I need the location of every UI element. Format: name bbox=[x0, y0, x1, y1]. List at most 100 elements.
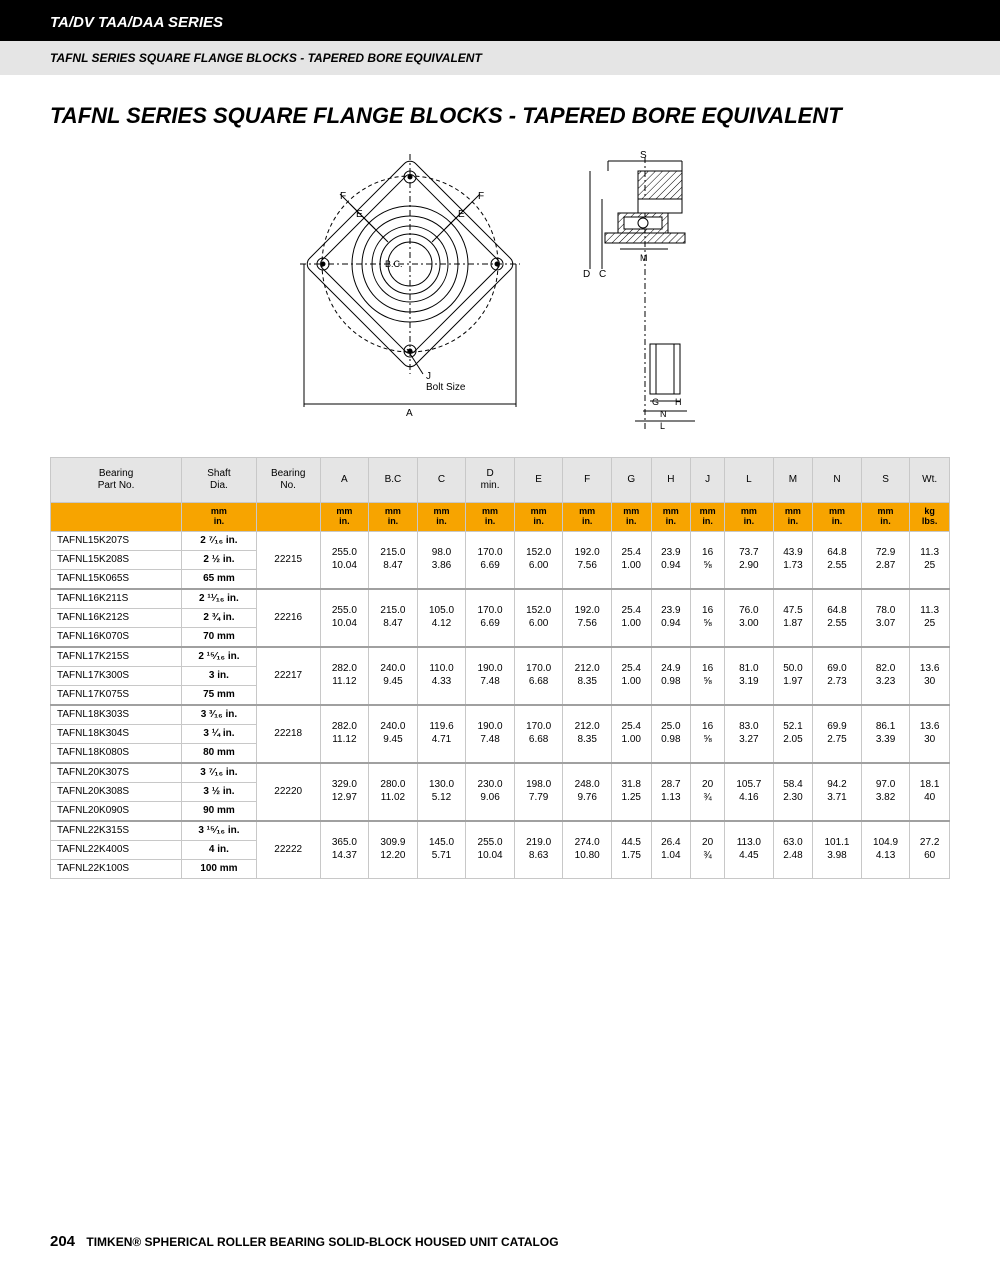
shaft-dia: 65 mm bbox=[182, 569, 257, 589]
diagram-row: E F E F B.C. J Bolt Size A bbox=[0, 149, 1000, 439]
part-no: TAFNL17K300S bbox=[51, 666, 182, 685]
dim-L: 105.74.16 bbox=[725, 763, 774, 821]
dim-N: 64.82.55 bbox=[813, 531, 862, 589]
dim-A: 255.010.04 bbox=[320, 531, 369, 589]
shaft-dia: 70 mm bbox=[182, 627, 257, 647]
col-header: N bbox=[813, 458, 862, 503]
dim-BC: 215.08.47 bbox=[369, 589, 418, 647]
shaft-dia: 100 mm bbox=[182, 859, 257, 878]
svg-text:J: J bbox=[426, 371, 431, 382]
col-unit: mmin. bbox=[320, 503, 369, 532]
col-header: E bbox=[514, 458, 563, 503]
dim-F: 248.09.76 bbox=[563, 763, 612, 821]
flange-side-diagram: S D C M G H N L bbox=[550, 149, 720, 439]
shaft-dia: 90 mm bbox=[182, 801, 257, 821]
col-header: BearingNo. bbox=[256, 458, 320, 503]
dim-F: 192.07.56 bbox=[563, 531, 612, 589]
page-number: 204 bbox=[50, 1233, 75, 1250]
col-unit: mmin. bbox=[514, 503, 563, 532]
dim-J: 16⅝ bbox=[691, 589, 725, 647]
shaft-dia: 75 mm bbox=[182, 685, 257, 705]
part-no: TAFNL22K100S bbox=[51, 859, 182, 878]
col-unit: mmin. bbox=[813, 503, 862, 532]
dim-H: 24.90.98 bbox=[651, 647, 691, 705]
part-no: TAFNL15K207S bbox=[51, 531, 182, 550]
table-row: TAFNL15K207S2 ⁷⁄₁₆ in.22215255.010.04215… bbox=[51, 531, 950, 550]
dim-G: 31.81.25 bbox=[611, 763, 651, 821]
col-unit: mmin. bbox=[651, 503, 691, 532]
dim-E: 198.07.79 bbox=[514, 763, 563, 821]
dim-G: 25.41.00 bbox=[611, 531, 651, 589]
dim-M: 63.02.48 bbox=[773, 821, 813, 879]
col-header: Wt. bbox=[910, 458, 950, 503]
table-row: TAFNL16K211S2 ¹¹⁄₁₆ in.22216255.010.0421… bbox=[51, 589, 950, 609]
dim-C: 110.04.33 bbox=[417, 647, 466, 705]
dim-BC: 309.912.20 bbox=[369, 821, 418, 879]
dim-H: 25.00.98 bbox=[651, 705, 691, 763]
dim-S: 86.13.39 bbox=[861, 705, 910, 763]
svg-text:L: L bbox=[660, 421, 665, 431]
dim-BC: 240.09.45 bbox=[369, 647, 418, 705]
dim-E: 170.06.68 bbox=[514, 705, 563, 763]
shaft-dia: 3 ³⁄₁₆ in. bbox=[182, 705, 257, 725]
shaft-dia: 3 in. bbox=[182, 666, 257, 685]
dim-J: 16⅝ bbox=[691, 531, 725, 589]
table-row: TAFNL18K303S3 ³⁄₁₆ in.22218282.011.12240… bbox=[51, 705, 950, 725]
dim-S: 82.03.23 bbox=[861, 647, 910, 705]
dim-A: 282.011.12 bbox=[320, 647, 369, 705]
dim-Wt: 11.325 bbox=[910, 589, 950, 647]
col-unit: kglbs. bbox=[910, 503, 950, 532]
dim-BC: 240.09.45 bbox=[369, 705, 418, 763]
part-no: TAFNL15K208S bbox=[51, 550, 182, 569]
dim-D: 230.09.06 bbox=[466, 763, 515, 821]
dim-H: 28.71.13 bbox=[651, 763, 691, 821]
table-row: TAFNL20K307S3 ⁷⁄₁₆ in.22220329.012.97280… bbox=[51, 763, 950, 783]
dim-G: 25.41.00 bbox=[611, 589, 651, 647]
dim-M: 58.42.30 bbox=[773, 763, 813, 821]
col-header: B.C bbox=[369, 458, 418, 503]
part-no: TAFNL16K070S bbox=[51, 627, 182, 647]
dim-L: 81.03.19 bbox=[725, 647, 774, 705]
svg-text:D: D bbox=[583, 269, 590, 280]
dim-Wt: 18.140 bbox=[910, 763, 950, 821]
svg-text:F: F bbox=[478, 191, 484, 202]
col-header: H bbox=[651, 458, 691, 503]
page-footer: 204 TIMKEN® SPHERICAL ROLLER BEARING SOL… bbox=[50, 1233, 559, 1250]
dim-N: 94.23.71 bbox=[813, 763, 862, 821]
col-unit: mmin. bbox=[369, 503, 418, 532]
col-unit bbox=[256, 503, 320, 532]
bearing-no: 22215 bbox=[256, 531, 320, 589]
col-unit: mmin. bbox=[861, 503, 910, 532]
dim-C: 130.05.12 bbox=[417, 763, 466, 821]
col-header: G bbox=[611, 458, 651, 503]
shaft-dia: 2 ⁷⁄₁₆ in. bbox=[182, 531, 257, 550]
dim-L: 73.72.90 bbox=[725, 531, 774, 589]
dim-N: 64.82.55 bbox=[813, 589, 862, 647]
part-no: TAFNL17K215S bbox=[51, 647, 182, 667]
dim-E: 152.06.00 bbox=[514, 589, 563, 647]
col-unit: mmin. bbox=[691, 503, 725, 532]
dim-D: 170.06.69 bbox=[466, 589, 515, 647]
part-no: TAFNL16K211S bbox=[51, 589, 182, 609]
col-header: S bbox=[861, 458, 910, 503]
svg-text:G: G bbox=[652, 397, 659, 407]
dim-A: 282.011.12 bbox=[320, 705, 369, 763]
col-header: A bbox=[320, 458, 369, 503]
dim-C: 98.03.86 bbox=[417, 531, 466, 589]
part-no: TAFNL20K307S bbox=[51, 763, 182, 783]
shaft-dia: 2 ¹⁵⁄₁₆ in. bbox=[182, 647, 257, 667]
dim-Wt: 27.260 bbox=[910, 821, 950, 879]
svg-text:Bolt Size: Bolt Size bbox=[426, 382, 466, 393]
svg-text:B.C.: B.C. bbox=[385, 259, 403, 269]
dim-S: 104.94.13 bbox=[861, 821, 910, 879]
dim-D: 255.010.04 bbox=[466, 821, 515, 879]
dim-N: 69.92.75 bbox=[813, 705, 862, 763]
col-header: L bbox=[725, 458, 774, 503]
shaft-dia: 3 ½ in. bbox=[182, 782, 257, 801]
series-header: TA/DV TAA/DAA SERIES bbox=[0, 0, 1000, 41]
svg-text:E: E bbox=[356, 209, 363, 220]
dim-N: 69.02.73 bbox=[813, 647, 862, 705]
dim-A: 255.010.04 bbox=[320, 589, 369, 647]
col-header: J bbox=[691, 458, 725, 503]
dim-Wt: 13.630 bbox=[910, 705, 950, 763]
